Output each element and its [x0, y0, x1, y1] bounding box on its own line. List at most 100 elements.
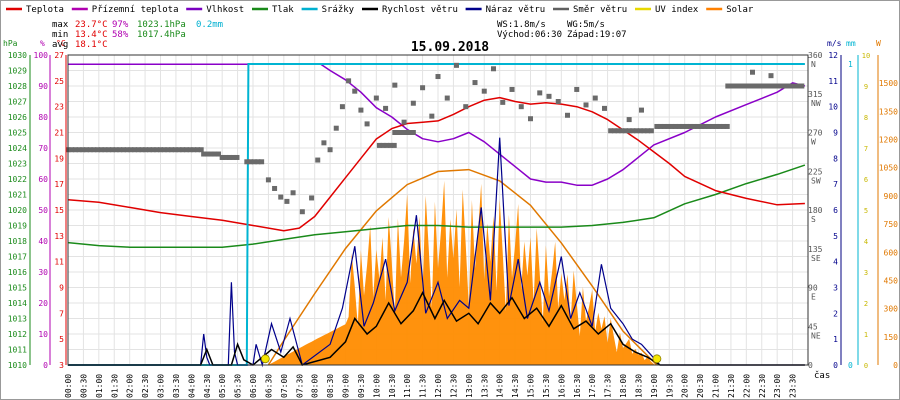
- wind-direction-point: [665, 123, 671, 129]
- axis-tick-hpa: 1028: [8, 82, 27, 91]
- wind-direction-point: [396, 130, 402, 135]
- wind-direction-point: [219, 154, 225, 160]
- wind-direction-point: [299, 209, 305, 215]
- wind-direction-point: [380, 142, 386, 148]
- wind-direction-point: [154, 147, 160, 153]
- wind-direction-point: [234, 154, 240, 160]
- wind-direction-point: [109, 147, 115, 153]
- solar-area: [268, 180, 657, 365]
- axis-tick-hpa: 1029: [8, 67, 27, 76]
- wind-direction-point: [751, 83, 757, 89]
- axis-tick-watt: 150: [884, 333, 899, 342]
- wind-direction-point: [676, 123, 682, 129]
- wind-direction-point: [201, 151, 207, 157]
- axis-tick-time: 12:30: [449, 374, 458, 398]
- series-wind-speed-line: [68, 291, 805, 366]
- wind-direction-point: [648, 128, 654, 134]
- axis-tick-ms: 2: [833, 309, 838, 318]
- wind-direction-point: [626, 128, 632, 134]
- axis-tick-time: 19:00: [650, 374, 659, 398]
- axis-tick-percent: 100: [34, 51, 49, 60]
- wind-direction-point: [713, 123, 719, 129]
- axis-tick-ms: 6: [833, 206, 838, 215]
- axis-tick-temp: 17: [54, 180, 64, 189]
- stats-sunset: Západ:19:07: [567, 30, 627, 40]
- wind-direction-point: [187, 147, 193, 153]
- axis-tick-watt: 600: [884, 248, 899, 257]
- legend-label: Vlhkost: [206, 5, 244, 15]
- axis-tick-uv: 2: [864, 300, 868, 308]
- wind-direction-point: [158, 147, 163, 153]
- axis-tick-time: 02:00: [126, 374, 135, 398]
- axis-tick-temp: 9: [59, 284, 64, 293]
- axis-tick-uv: 7: [864, 145, 868, 153]
- stats-sunrise: Východ:06:30: [497, 30, 562, 40]
- legend-label: Tlak: [272, 5, 294, 15]
- axis-tick-hpa: 1015: [8, 284, 27, 293]
- axis-tick-time: 05:30: [234, 374, 243, 398]
- axis-tick-ms: 9: [833, 129, 838, 138]
- wind-direction-point: [743, 83, 749, 89]
- axis-tick-watt: 1050: [879, 164, 898, 173]
- wind-direction-point: [435, 74, 441, 80]
- axis-tick-time: 04:00: [187, 374, 196, 398]
- axis-tick-watt: 0: [893, 361, 898, 370]
- axis-tick-time: 16:30: [573, 374, 582, 398]
- wind-direction-point: [721, 123, 727, 129]
- wind-direction-point: [634, 128, 640, 134]
- wind-direction-point: [706, 123, 712, 129]
- axis-tick-temp: 7: [59, 309, 64, 318]
- wind-direction-point: [146, 147, 152, 153]
- axis-tick-time: 10:30: [388, 374, 397, 398]
- axis-tick-time: 17:30: [604, 374, 613, 398]
- axis-tick-hpa: 1021: [8, 191, 27, 200]
- axis-tick-time: 07:00: [280, 374, 289, 398]
- axis-tick-ms: 8: [833, 154, 838, 163]
- axis-tick-time: 18:30: [634, 374, 643, 398]
- stats-min-press: 1017.4hPa: [137, 30, 186, 40]
- stats-min-label: min: [52, 30, 68, 40]
- wind-direction-point: [223, 154, 229, 160]
- axis-tick-time: 06:00: [249, 374, 258, 398]
- wind-direction-point: [376, 142, 382, 148]
- axis-tick-percent: 70: [38, 144, 48, 153]
- axis-tick-time: 14:30: [511, 374, 520, 398]
- axis-tick-time: 02:30: [141, 374, 150, 398]
- wind-direction-point: [509, 86, 515, 92]
- axis-tick-ms: 11: [828, 77, 838, 86]
- axis-tick-hpa: 1010: [8, 361, 27, 370]
- wind-direction-point: [76, 147, 82, 153]
- axis-tick-percent: 0: [43, 361, 48, 370]
- axis-direction-name: S: [811, 215, 816, 224]
- wind-direction-point: [124, 147, 130, 153]
- wind-direction-point: [717, 123, 723, 129]
- axis-tick-time: 21:30: [727, 374, 736, 398]
- axis-tick-percent: 20: [38, 299, 48, 308]
- wind-direction-point: [172, 147, 178, 153]
- legend-label: Solar: [726, 5, 754, 15]
- wind-direction-point: [91, 147, 97, 153]
- wind-direction-point: [180, 147, 186, 153]
- wind-direction-point: [259, 159, 265, 165]
- axis-tick-temp: 11: [54, 258, 64, 267]
- wind-direction-point: [698, 123, 704, 129]
- axis-tick-temp: 23: [54, 103, 64, 112]
- axis-tick-direction: 225: [808, 167, 823, 176]
- wind-direction-point: [388, 142, 394, 148]
- axis-tick-time: 22:30: [758, 374, 767, 398]
- wind-direction-point: [750, 69, 755, 75]
- wind-direction-point: [736, 83, 742, 89]
- legend-label: Teplota: [26, 5, 64, 15]
- wind-direction-point: [709, 123, 715, 129]
- wind-direction-point: [373, 95, 379, 101]
- uv-marker: [652, 354, 662, 364]
- wind-direction-point: [695, 123, 701, 129]
- wind-direction-point: [208, 151, 214, 157]
- wind-direction-point: [399, 130, 405, 135]
- axis-tick-hpa: 1019: [8, 222, 27, 231]
- wind-direction-point: [309, 195, 315, 201]
- axis-unit-ms: m/s: [827, 39, 842, 48]
- axis-tick-watt: 1350: [879, 107, 898, 116]
- wind-direction-point: [98, 147, 104, 153]
- axis-tick-direction: 270: [808, 129, 823, 138]
